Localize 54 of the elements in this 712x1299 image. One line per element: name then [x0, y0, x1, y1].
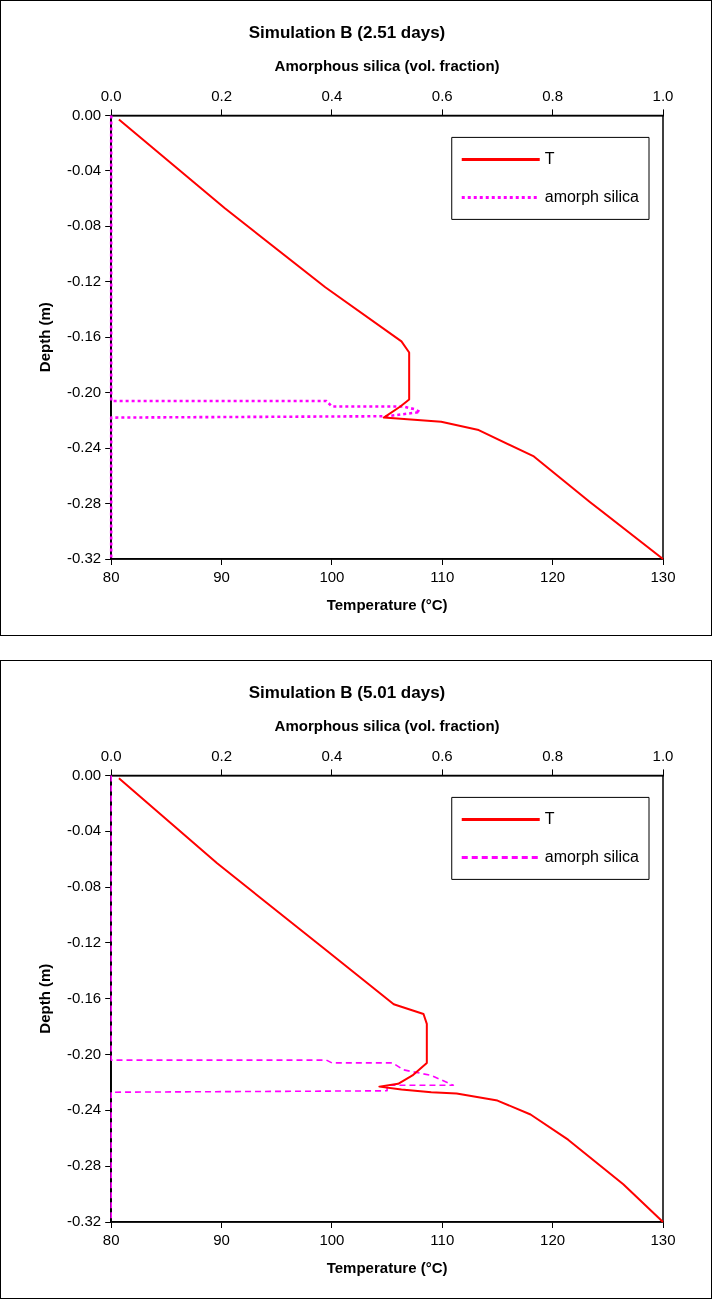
x2-tick-label: 0.2	[211, 746, 232, 764]
legend-label: T	[544, 149, 555, 167]
y-tick-label: -0.20	[66, 382, 102, 400]
y-axis-title: Depth (m)	[36, 302, 54, 373]
y-tick-label: -0.24	[66, 1100, 102, 1118]
x-tick-label: 100	[319, 1231, 345, 1249]
y-tick-label: -0.24	[66, 438, 102, 456]
chart-title: Simulation B (5.01 days)	[248, 682, 446, 702]
y-axis-title: Depth (m)	[36, 963, 54, 1034]
x2-tick-label: 1.0	[652, 746, 674, 764]
x-tick-label: 80	[102, 568, 120, 586]
x2-tick-label: 0.0	[100, 86, 122, 104]
x2-tick-label: 0.6	[431, 746, 453, 764]
x-axis-title: Temperature (°C)	[326, 1259, 448, 1277]
y-tick-label: -0.16	[66, 988, 102, 1006]
y-tick-label: -0.08	[66, 877, 102, 895]
x2-tick-label: 0.2	[211, 86, 232, 104]
x-tick-label: 80	[102, 1231, 120, 1249]
x2-tick-label: 0.6	[431, 86, 453, 104]
y-tick-label: -0.12	[66, 933, 102, 951]
x-tick-label: 130	[650, 568, 676, 586]
x2-tick-label: 1.0	[652, 86, 674, 104]
x-tick-label: 130	[650, 1231, 676, 1249]
y-tick-label: -0.04	[66, 821, 102, 839]
y-tick-label: -0.28	[66, 493, 102, 511]
y-tick-label: -0.08	[66, 216, 102, 234]
x2-axis-title: Amorphous silica (vol. fraction)	[274, 56, 500, 74]
x-tick-label: 90	[213, 568, 230, 586]
y-tick-label: -0.28	[66, 1156, 102, 1174]
legend-label: amorph silica	[544, 187, 640, 205]
x-tick-label: 90	[213, 1231, 230, 1249]
chart-title: Simulation B (2.51 days)	[248, 22, 446, 42]
y-tick-label: -0.12	[66, 271, 102, 289]
x-axis-title: Temperature (°C)	[326, 596, 448, 614]
y-tick-label: 0.00	[71, 765, 102, 783]
y-tick-label: -0.16	[66, 327, 102, 345]
y-tick-label: -0.32	[66, 549, 102, 567]
x2-tick-label: 0.8	[542, 86, 564, 104]
x2-tick-label: 0.4	[321, 86, 343, 104]
x2-tick-label: 0.0	[100, 746, 122, 764]
x-tick-label: 120	[540, 1231, 566, 1249]
x-tick-label: 110	[430, 568, 455, 586]
y-tick-label: -0.20	[66, 1044, 102, 1062]
legend-label: amorph silica	[544, 847, 640, 865]
x2-tick-label: 0.4	[321, 746, 343, 764]
y-tick-label: -0.04	[66, 160, 102, 178]
y-tick-label: -0.32	[66, 1212, 102, 1230]
y-tick-label: 0.00	[71, 105, 102, 123]
x2-axis-title: Amorphous silica (vol. fraction)	[274, 716, 500, 734]
x-tick-label: 100	[319, 568, 345, 586]
x2-tick-label: 0.8	[542, 746, 564, 764]
x-tick-label: 120	[540, 568, 566, 586]
x-tick-label: 110	[430, 1231, 455, 1249]
legend-label: T	[544, 809, 555, 827]
